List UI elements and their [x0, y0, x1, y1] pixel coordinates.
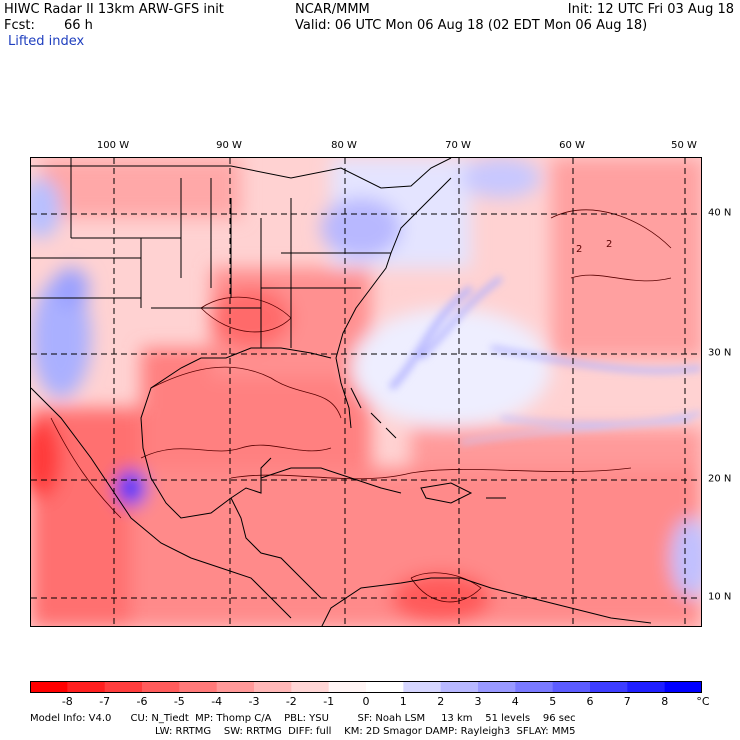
colorbar-swatch — [291, 681, 330, 693]
colorbar-swatch — [30, 681, 68, 693]
colorbar-swatch — [104, 681, 143, 693]
lat-label-30n: 30 N — [708, 347, 732, 359]
lon-label-100w: 100 W — [96, 140, 130, 151]
colorbar-swatch — [328, 681, 367, 693]
colorbar-tick-label: 2 — [437, 695, 445, 708]
colorbar-swatch — [403, 681, 442, 693]
lon-label-50w: 50 W — [671, 140, 697, 151]
colorbar-swatch — [664, 681, 702, 693]
colorbar-tick-label: -7 — [99, 695, 111, 708]
colorbar-swatch — [179, 681, 218, 693]
colorbar-swatch — [366, 681, 404, 693]
lon-label-60w: 60 W — [559, 140, 585, 151]
graticule — [31, 158, 701, 626]
valid-time: Valid: 06 UTC Mon 06 Aug 18 (02 EDT Mon … — [295, 18, 648, 33]
colorbar-swatch — [552, 681, 591, 693]
colorbar-tick-label: -4 — [211, 695, 223, 708]
colorbar-swatch — [142, 681, 180, 693]
stable-streaks — [388, 276, 701, 445]
colorbar-swatch — [478, 681, 516, 693]
colorbar-tick-label: -1 — [323, 695, 335, 708]
lat-label-40n: 40 N — [708, 207, 732, 219]
colorbar-swatch — [515, 681, 554, 693]
colorbar — [30, 681, 702, 693]
lat-label-20n: 20 N — [708, 473, 732, 485]
model-info-line1: Model Info: V4.0 CU: N_Tiedt MP: Thomp C… — [30, 713, 576, 724]
colorbar-tick-label: -5 — [173, 695, 185, 708]
colorbar-unit: °C — [696, 695, 710, 708]
lon-label-80w: 80 W — [331, 140, 357, 151]
political-boundaries — [31, 158, 652, 626]
colorbar-tick-label: -2 — [285, 695, 297, 708]
colorbar-tick-label: 8 — [661, 695, 669, 708]
lon-label-90w: 90 W — [216, 140, 242, 151]
forecast-label: Fcst: — [4, 18, 35, 33]
colorbar-swatch — [440, 681, 479, 693]
map-canvas: 2 2 — [31, 158, 701, 626]
colorbar-swatch — [627, 681, 666, 693]
colorbar-tick-label: 7 — [623, 695, 631, 708]
model-title: HIWC Radar II 13km ARW-GFS init — [4, 2, 224, 17]
lifted-index-map: 2 2 — [30, 157, 702, 627]
colorbar-swatch — [67, 681, 106, 693]
colorbar-tick-label: -6 — [136, 695, 148, 708]
colorbar-tick-label: 5 — [549, 695, 557, 708]
colorbar-swatch — [254, 681, 292, 693]
colorbar-border — [30, 681, 702, 693]
lon-label-70w: 70 W — [445, 140, 471, 151]
colorbar-swatch — [216, 681, 255, 693]
colorbar-tick-label: 3 — [474, 695, 482, 708]
lat-label-10n: 10 N — [708, 591, 732, 603]
colorbar-swatch — [590, 681, 628, 693]
field-name: Lifted index — [8, 34, 85, 49]
model-info-line2: LW: RRTMG SW: RRTMG DIFF: full KM: 2D Sm… — [155, 726, 576, 737]
colorbar-tick-label: 6 — [586, 695, 594, 708]
org-label: NCAR/MMM — [295, 2, 370, 17]
colorbar-tick-label: 1 — [399, 695, 407, 708]
colorbar-tick-label: 4 — [511, 695, 519, 708]
contour-label: 2 — [576, 244, 582, 255]
forecast-hour: 66 h — [64, 18, 93, 33]
colorbar-tick-label: -3 — [248, 695, 260, 708]
colorbar-tick-label: -8 — [61, 695, 73, 708]
contour-label: 2 — [606, 239, 612, 250]
colorbar-tick-label: 0 — [362, 695, 370, 708]
init-time: Init: 12 UTC Fri 03 Aug 18 — [567, 2, 734, 17]
